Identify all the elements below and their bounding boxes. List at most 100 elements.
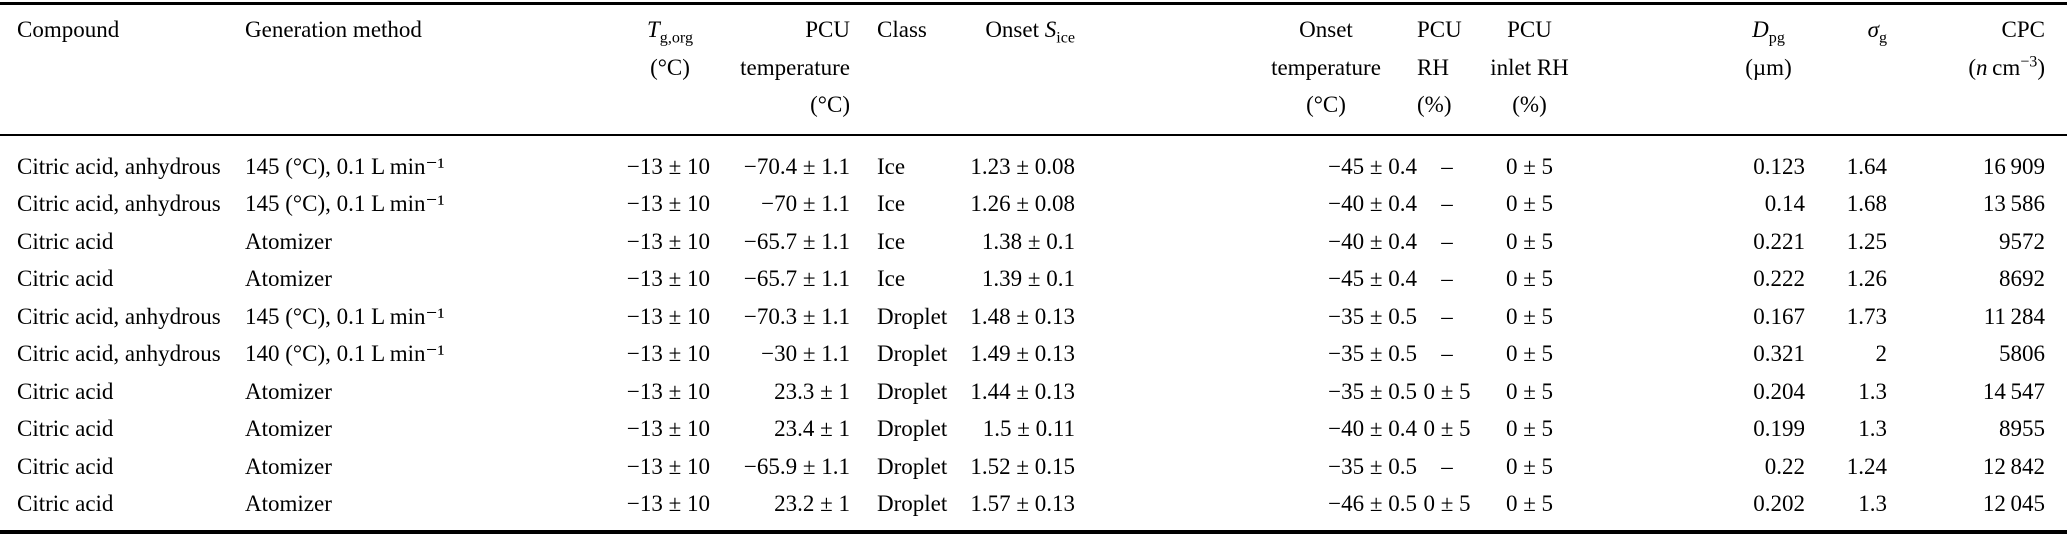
cell-pcu-inlet-rh: 0 ± 5 [1505, 228, 1554, 254]
cell-onset-temperature: −46 ± 0.5 [1328, 491, 1417, 516]
cell-compound: Citric acid [17, 378, 114, 404]
cell-pcu-rh: – [1441, 153, 1453, 179]
column-header-pcu-rh: PCU RH (%) [1417, 3, 1477, 136]
cell-onset-s-ice: 1.44 ± 0.13 [970, 378, 1075, 404]
cell-pcu-rh: 0 ± 5 [1423, 491, 1471, 516]
cell-pcu-temperature: −70.4 ± 1.1 [743, 153, 850, 179]
cell-pcu-temperature: 23.2 ± 1 [774, 491, 850, 516]
column-header-cpc: CPC (n cm−3) [1887, 3, 2067, 136]
cell-compound: Citric acid [17, 453, 114, 479]
cell-onset-s-ice: 1.38 ± 0.1 [981, 228, 1075, 254]
cell-onset-s-ice: 1.26 ± 0.08 [970, 191, 1075, 216]
table-row: Citric acid Atomizer −13 ± 10 −65.9 ± 1.1 Dr… [0, 448, 2067, 486]
cell-sigma-g: 1.68 [1846, 191, 1887, 216]
cell-cpc: 11 284 [1983, 303, 2045, 329]
table-row: Citric acid Atomizer −13 ± 10 23.4 ± 1 Dropl… [0, 410, 2067, 448]
cell-cpc: 9572 [1999, 228, 2045, 254]
cell-generation-method: 145 (°C), 0.1 L min⁻¹ [245, 191, 445, 216]
column-header-tg-org: Tg,org (°C) [480, 3, 710, 136]
cell-pcu-temperature: −70.3 ± 1.1 [743, 303, 850, 329]
cell-cpc: 12 842 [1982, 453, 2045, 479]
cell-tg-org: −13 ± 10 [626, 453, 710, 479]
cell-onset-temperature: −35 ± 0.5 [1328, 378, 1417, 404]
cell-generation-method: 145 (°C), 0.1 L min⁻¹ [245, 153, 445, 179]
column-header-pcu-temperature: PCU temperature (°C) [710, 3, 850, 136]
cell-onset-temperature: −35 ± 0.5 [1328, 453, 1417, 479]
cell-cpc: 8955 [1999, 416, 2045, 441]
table-row: Citric acid Atomizer −13 ± 10 −65.7 ± 1.1 Ic… [0, 260, 2067, 298]
column-header-d-pg: Dpg (µm) [1582, 3, 1805, 136]
cell-onset-s-ice: 1.52 ± 0.15 [970, 453, 1075, 479]
cell-pcu-rh: 0 ± 5 [1423, 378, 1471, 404]
table-row: Citric acid, anhydrous 145 (°C), 0.1 L mi… [0, 185, 2067, 223]
column-header-sigma-g: σg [1805, 3, 1887, 136]
column-header-class: Class [850, 3, 960, 136]
cell-pcu-rh: – [1441, 266, 1453, 291]
cell-pcu-inlet-rh: 0 ± 5 [1505, 191, 1554, 216]
cell-d-pg: 0.14 [1764, 191, 1805, 216]
cell-onset-s-ice: 1.48 ± 0.13 [970, 303, 1075, 329]
cell-cpc: 12 045 [1982, 491, 2045, 516]
cell-generation-method: Atomizer [245, 378, 332, 404]
cell-onset-temperature: −40 ± 0.4 [1328, 191, 1417, 216]
cell-sigma-g: 1.3 [1858, 491, 1887, 516]
cell-compound: Citric acid, anhydrous [17, 191, 221, 216]
cell-onset-s-ice: 1.39 ± 0.1 [981, 266, 1075, 291]
cell-onset-s-ice: 1.49 ± 0.13 [970, 341, 1075, 366]
cell-pcu-inlet-rh: 0 ± 5 [1505, 303, 1554, 329]
cell-compound: Citric acid [17, 416, 114, 441]
cell-cpc: 13 586 [1982, 191, 2045, 216]
cell-tg-org: −13 ± 10 [626, 341, 710, 366]
cell-onset-temperature: −35 ± 0.5 [1328, 341, 1417, 366]
cell-compound: Citric acid [17, 491, 114, 516]
cell-pcu-inlet-rh: 0 ± 5 [1505, 416, 1554, 441]
cell-class: Ice [877, 191, 906, 216]
cell-pcu-inlet-rh: 0 ± 5 [1505, 453, 1554, 479]
cell-pcu-inlet-rh: 0 ± 5 [1505, 378, 1554, 404]
cell-compound: Citric acid [17, 228, 114, 254]
cell-class: Droplet [877, 378, 948, 404]
cell-cpc: 16 909 [1982, 153, 2045, 179]
cell-d-pg: 0.321 [1753, 341, 1805, 366]
table-body: Citric acid, anhydrous 145 (°C), 0.1 L mi… [0, 135, 2067, 532]
cell-generation-method: 145 (°C), 0.1 L min⁻¹ [245, 303, 445, 329]
cell-d-pg: 0.202 [1753, 491, 1805, 516]
cell-onset-temperature: −40 ± 0.4 [1328, 228, 1417, 254]
cell-pcu-inlet-rh: 0 ± 5 [1505, 491, 1554, 516]
cell-d-pg: 0.199 [1753, 416, 1805, 441]
cell-pcu-temperature: −65.9 ± 1.1 [743, 453, 850, 479]
cell-pcu-inlet-rh: 0 ± 5 [1505, 153, 1554, 179]
cell-tg-org: −13 ± 10 [626, 416, 710, 441]
table-header: Compound Generation method Tg,org (°C) PCU te… [0, 3, 2067, 136]
cell-compound: Citric acid [17, 266, 114, 291]
header-row: Compound Generation method Tg,org (°C) PCU te… [0, 3, 2067, 136]
cell-onset-temperature: −40 ± 0.4 [1328, 416, 1417, 441]
cell-d-pg: 0.221 [1753, 228, 1805, 254]
cell-onset-s-ice: 1.57 ± 0.13 [970, 491, 1075, 516]
cell-d-pg: 0.123 [1753, 153, 1805, 179]
table-row: Citric acid, anhydrous 145 (°C), 0.1 L mi… [0, 298, 2067, 336]
cell-generation-method: Atomizer [245, 266, 332, 291]
table-row: Citric acid Atomizer −13 ± 10 23.3 ± 1 Dropl… [0, 373, 2067, 411]
cell-onset-temperature: −35 ± 0.5 [1328, 303, 1417, 329]
column-header-onset-s-ice: Onset Sice [960, 3, 1075, 136]
cell-sigma-g: 1.73 [1846, 303, 1887, 329]
cell-pcu-rh: – [1441, 341, 1453, 366]
cell-generation-method: Atomizer [245, 228, 332, 254]
table-row: Citric acid, anhydrous 145 (°C), 0.1 L mi… [0, 135, 2067, 186]
cell-class: Droplet [877, 341, 948, 366]
cell-cpc: 5806 [1999, 341, 2045, 366]
cell-pcu-inlet-rh: 0 ± 5 [1505, 341, 1554, 366]
cell-tg-org: −13 ± 10 [626, 153, 710, 179]
cell-sigma-g: 1.64 [1846, 153, 1887, 179]
column-header-compound: Compound [0, 3, 230, 136]
cell-tg-org: −13 ± 10 [626, 491, 710, 516]
cell-pcu-rh: – [1441, 191, 1453, 216]
column-header-generation-method: Generation method [230, 3, 480, 136]
cell-d-pg: 0.167 [1753, 303, 1805, 329]
cell-class: Droplet [877, 453, 948, 479]
cell-d-pg: 0.22 [1764, 453, 1805, 479]
cell-onset-temperature: −45 ± 0.4 [1328, 266, 1417, 291]
